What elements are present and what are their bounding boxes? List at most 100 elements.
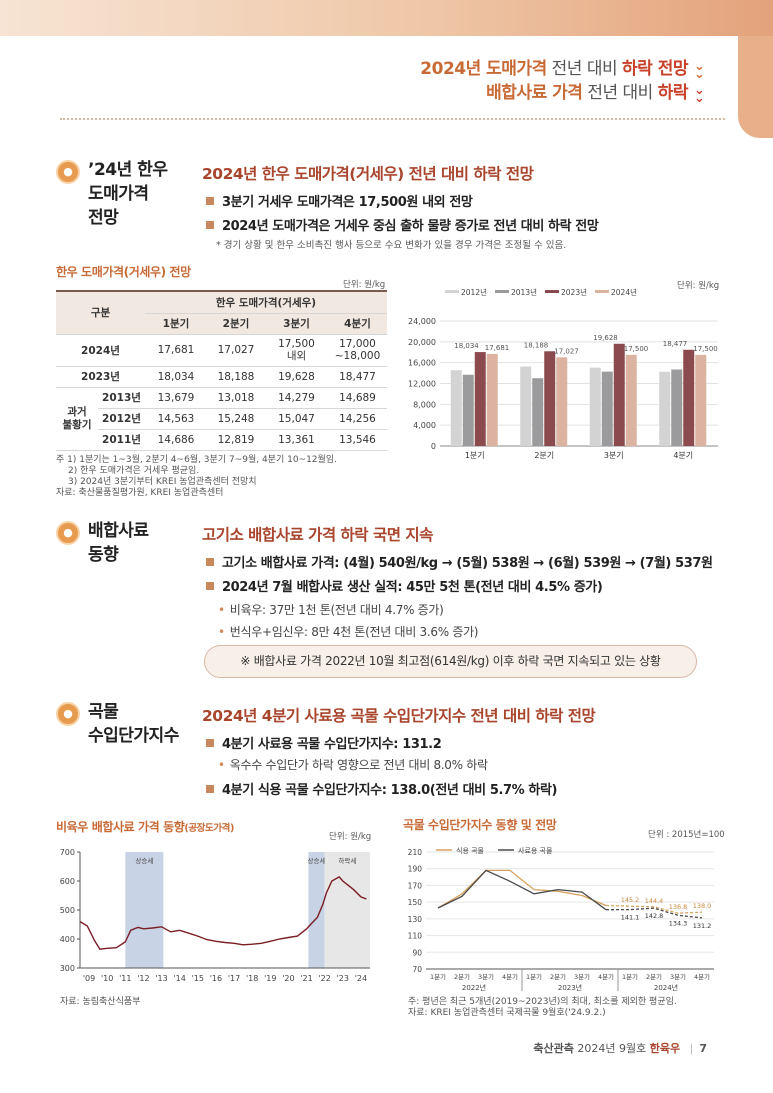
divider xyxy=(60,118,725,120)
th-q2: 2분기 xyxy=(207,313,265,335)
bar xyxy=(544,351,556,446)
page-footer: 축산관측 2024년 9월호 한육우 | 7 xyxy=(533,1042,707,1055)
y-tick-label: 90 xyxy=(412,948,422,957)
sub-bullet: 번식우+임신우: 8만 4천 톤(전년 대비 3.6% 증가) xyxy=(218,623,479,640)
bar xyxy=(486,353,498,446)
series-line xyxy=(437,869,607,911)
y-tick-label: 130 xyxy=(408,915,423,924)
x-tick-label: '11 xyxy=(119,974,131,983)
x-tick-label: '23 xyxy=(337,974,349,983)
x-tick-label: 4분기 xyxy=(598,972,614,981)
x-tick-label: 3분기 xyxy=(604,451,624,460)
chart-title: 비육우 배합사료 가격 동향(공장도가격) xyxy=(56,820,234,834)
callout-box: ※ 배합사료 가격 2022년 10월 최고점(614원/kg) 이후 하락 국… xyxy=(204,645,697,678)
x-tick-label: '16 xyxy=(210,974,222,983)
cow-icon: ● xyxy=(56,160,80,184)
bar xyxy=(532,378,544,446)
y-tick-label: 300 xyxy=(60,964,75,973)
bar-chart: 0 4,000 8,000 12,000 16,000 20,000 24,000 2012년… xyxy=(408,287,718,460)
x-tick-label: 3분기 xyxy=(670,972,686,981)
bar xyxy=(474,352,486,446)
bar xyxy=(613,343,625,446)
legend-label: 식용 곡물 xyxy=(456,846,485,855)
table-cell: 12,819 xyxy=(207,429,265,451)
bar xyxy=(683,349,695,446)
legend-label: 2023년 xyxy=(561,287,587,297)
th-gubun: 구분 xyxy=(56,292,145,335)
footnote: 2) 한우 도매가격은 거세우 평균임. xyxy=(68,466,200,476)
chart-unit: 단위: 원/kg xyxy=(677,281,720,291)
top-banner xyxy=(0,0,773,36)
row-label: 2011년 xyxy=(98,429,145,451)
bar xyxy=(601,371,613,446)
x-tick-label: '14 xyxy=(173,974,185,983)
y-tick-label: 12,000 xyxy=(408,380,436,389)
x-tick-label: 1분기 xyxy=(622,972,638,981)
bar xyxy=(695,354,707,446)
data-label: 18,188 xyxy=(524,341,549,349)
year-label: 2022년 xyxy=(462,983,486,992)
y-tick-label: 16,000 xyxy=(408,359,436,368)
chart-title: 곡물 수입단가지수 동향 및 전망 xyxy=(403,818,557,832)
table-cell: 13,018 xyxy=(207,387,265,409)
table-cell: 14,279 xyxy=(265,387,328,409)
th-q1: 1분기 xyxy=(145,313,207,335)
row-group-label: 과거 불황기 xyxy=(56,387,98,451)
grain-icon: ● xyxy=(56,702,80,726)
row-label: 2023년 xyxy=(56,366,145,388)
table-unit: 단위: 원/kg xyxy=(343,280,386,290)
x-tick-label: '20 xyxy=(282,974,294,983)
section-3-heading: 2024년 4분기 사료용 곡물 수입단가지수 전년 대비 하락 전망 xyxy=(202,707,596,725)
y-tick-label: 500 xyxy=(60,906,75,915)
x-tick-label: 4분기 xyxy=(673,451,693,460)
source-note: 자료: KREI 농업관측센터 국제곡물 9월호('24.9.2.) xyxy=(408,1008,606,1018)
y-tick-label: 150 xyxy=(408,898,423,907)
bullet: 4분기 식용 곡물 수입단가지수: 138.0(전년 대비 5.7% 하락) xyxy=(206,779,557,798)
y-tick-label: 700 xyxy=(60,848,75,857)
x-tick-label: 3분기 xyxy=(574,972,590,981)
bullet: 2024년 7월 배합사료 생산 실적: 45만 5천 톤(전년 대비 4.5%… xyxy=(206,576,603,595)
x-tick-label: '24 xyxy=(355,974,367,983)
y-tick-label: 24,000 xyxy=(408,317,436,326)
period-label: 상승세 xyxy=(308,856,326,865)
table-cell: 19,628 xyxy=(265,366,328,388)
data-label: 18,477 xyxy=(663,340,688,348)
chevron-down-icon: ⌄ ⌄ xyxy=(694,59,705,82)
bar xyxy=(556,357,568,446)
footnote: 자료: 축산물품질평가원, KREI 농업관측센터 xyxy=(56,488,224,498)
table-cell: 13,546 xyxy=(328,429,387,451)
table-cell: 15,047 xyxy=(265,408,328,430)
corner-decoration xyxy=(738,36,773,138)
table-cell: 13,361 xyxy=(265,429,328,451)
source-note: 자료: 농림축산식품부 xyxy=(60,997,141,1007)
data-label: 18,034 xyxy=(454,342,479,350)
th-q4: 4분기 xyxy=(328,313,387,335)
table-caption: 한우 도매가격(거세우) 전망 xyxy=(56,265,191,279)
section-2-title: 배합사료 동향 xyxy=(88,521,149,565)
x-tick-label: 1분기 xyxy=(526,972,542,981)
table-cell: 14,689 xyxy=(328,387,387,409)
series-line-forecast xyxy=(605,907,703,919)
bullet: 4분기 사료용 곡물 수입단가지수: 131.2 xyxy=(206,733,442,752)
x-tick-label: '09 xyxy=(83,974,95,983)
year-label: 2024년 xyxy=(654,983,678,992)
y-tick-label: 8,000 xyxy=(413,400,436,409)
bar xyxy=(462,374,474,446)
row-label: 2024년 xyxy=(56,334,145,367)
series-line xyxy=(437,869,607,909)
sub-bullet: 옥수수 수입단가 하락 영향으로 전년 대비 8.0% 하락 xyxy=(218,756,488,773)
table-cell: 14,563 xyxy=(145,408,207,430)
grain-index-chart: 70 90 110 130 150 170 190 210 1분기 2분기 3분기 4분기 1분기 2분기… xyxy=(408,846,714,992)
feed-icon: ● xyxy=(56,521,80,545)
data-label: 141.1 xyxy=(621,914,640,922)
shaded-period xyxy=(308,852,325,968)
table-cell: 13,679 xyxy=(145,387,207,409)
data-label: 134.3 xyxy=(669,919,688,927)
data-label: 19,628 xyxy=(593,334,618,342)
x-tick-label: '19 xyxy=(264,974,276,983)
bullet: 고기소 배합사료 가격: (4월) 540원/kg → (5월) 538원 → … xyxy=(206,552,713,571)
bar xyxy=(625,354,637,446)
x-tick-label: 2분기 xyxy=(454,972,470,981)
x-tick-label: '12 xyxy=(137,974,149,983)
bullet: 2024년 도매가격은 거세우 중심 출하 물량 증가로 전년 대비 하락 전망 xyxy=(206,215,599,234)
